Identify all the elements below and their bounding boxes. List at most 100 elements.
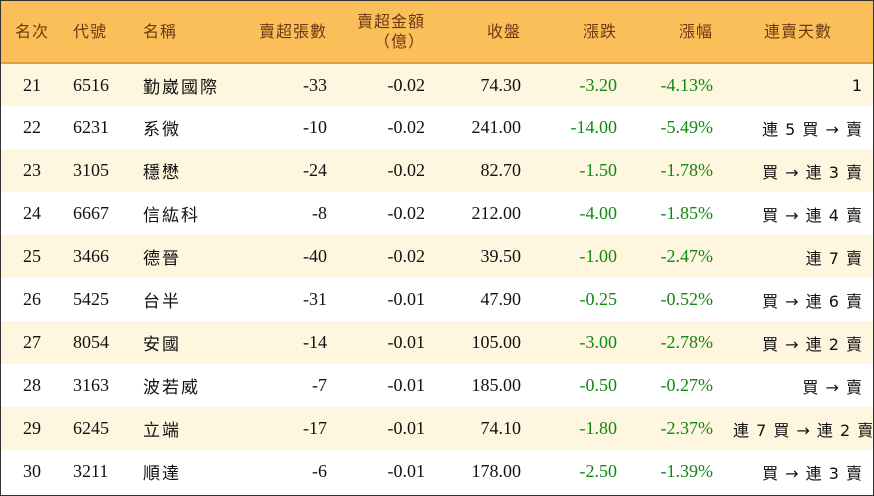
code-cell: 3466 <box>73 246 109 266</box>
sell-lots-cell: -10 <box>303 117 327 137</box>
close-cell: 82.70 <box>480 160 522 180</box>
close-cell: 74.10 <box>480 418 522 438</box>
sell-lots-cell: -17 <box>303 418 327 438</box>
pct-cell: -0.27% <box>660 375 714 395</box>
header-streak: 連賣天數 <box>723 1 873 64</box>
rank-cell: 28 <box>23 375 41 395</box>
sell-amount-cell: -0.01 <box>387 461 426 481</box>
rank-cell: 25 <box>23 246 41 266</box>
change-cell: -0.50 <box>579 375 618 395</box>
change-cell: -1.00 <box>579 246 618 266</box>
sell-amount-cell: -0.01 <box>387 418 426 438</box>
sell-amount-cell: -0.02 <box>387 246 426 266</box>
header-sell-amount: 賣超金額 （億） <box>337 1 435 64</box>
streak-cell: 買 → 賣 <box>802 377 863 397</box>
sell-lots-cell: -6 <box>312 461 327 481</box>
header-code: 代號 <box>63 1 133 64</box>
streak-cell: 買 → 連 3 賣 <box>762 162 863 182</box>
sell-lots-cell: -8 <box>312 203 327 223</box>
pct-cell: -5.49% <box>660 117 714 137</box>
name-cell: 德晉 <box>143 249 181 269</box>
rank-cell: 29 <box>23 418 41 438</box>
header-name: 名稱 <box>133 1 243 64</box>
table-row: 30 3211 順達 -6 -0.01 178.00 -2.50 -1.39% … <box>1 450 873 493</box>
streak-cell: 連 7 買 → 連 2 賣 <box>733 420 874 440</box>
sell-amount-cell: -0.01 <box>387 375 426 395</box>
name-cell: 立端 <box>143 421 181 441</box>
close-cell: 105.00 <box>471 332 522 352</box>
header-rank: 名次 <box>1 1 63 64</box>
sell-amount-cell: -0.01 <box>387 332 426 352</box>
rank-cell: 27 <box>23 332 41 352</box>
change-cell: -1.80 <box>579 418 618 438</box>
sell-amount-cell: -0.02 <box>387 117 426 137</box>
change-cell: -14.00 <box>570 117 618 137</box>
table-row: 23 3105 穩懋 -24 -0.02 82.70 -1.50 -1.78% … <box>1 149 873 192</box>
table-row: 26 5425 台半 -31 -0.01 47.90 -0.25 -0.52% … <box>1 278 873 321</box>
rank-cell: 30 <box>23 461 41 481</box>
pct-cell: -1.85% <box>660 203 714 223</box>
rank-cell: 21 <box>23 74 41 95</box>
pct-cell: -0.52% <box>660 289 714 309</box>
name-cell: 穩懋 <box>143 163 181 183</box>
streak-cell: 買 → 連 3 賣 <box>762 463 863 483</box>
streak-cell: 連 7 賣 <box>805 248 863 268</box>
change-cell: -0.25 <box>579 289 618 309</box>
close-cell: 185.00 <box>471 375 522 395</box>
name-cell: 安國 <box>143 335 181 355</box>
close-cell: 47.90 <box>480 289 522 309</box>
pct-cell: -4.13% <box>660 74 714 95</box>
streak-cell: 買 → 連 4 賣 <box>762 205 863 225</box>
change-cell: -1.50 <box>579 160 618 180</box>
sell-amount-cell: -0.02 <box>387 203 426 223</box>
header-pct: 漲幅 <box>627 1 723 64</box>
pct-cell: -1.78% <box>660 160 714 180</box>
table-row: 21 6516 勤崴國際 -33 -0.02 74.30 -3.20 -4.13… <box>1 63 873 106</box>
header-sell-lots: 賣超張數 <box>243 1 337 64</box>
table-row: 27 8054 安國 -14 -0.01 105.00 -3.00 -2.78%… <box>1 321 873 364</box>
pct-cell: -1.39% <box>660 461 714 481</box>
change-cell: -3.20 <box>579 74 618 95</box>
table-row: 29 6245 立端 -17 -0.01 74.10 -1.80 -2.37% … <box>1 407 873 450</box>
code-cell: 6231 <box>73 117 109 137</box>
change-cell: -3.00 <box>579 332 618 352</box>
close-cell: 241.00 <box>471 117 522 137</box>
code-cell: 5425 <box>73 289 109 309</box>
table-row: 24 6667 信紘科 -8 -0.02 212.00 -4.00 -1.85%… <box>1 192 873 235</box>
header-change: 漲跌 <box>531 1 627 64</box>
code-cell: 3211 <box>73 461 109 481</box>
name-cell: 台半 <box>143 292 181 312</box>
streak-cell: 買 → 連 6 賣 <box>762 291 863 311</box>
code-cell: 6667 <box>73 203 109 223</box>
rank-cell: 22 <box>23 117 41 137</box>
name-cell: 勤崴國際 <box>143 77 219 98</box>
pct-cell: -2.78% <box>660 332 714 352</box>
sell-lots-cell: -31 <box>303 289 327 309</box>
rank-cell: 26 <box>23 289 41 309</box>
name-cell: 信紘科 <box>143 206 200 226</box>
sell-lots-cell: -24 <box>303 160 327 180</box>
header-sell-amount-line1: 賣超金額 <box>356 11 425 31</box>
table-header-row: 名次 代號 名稱 賣超張數 賣超金額 （億） 收盤 漲跌 漲幅 連賣天數 <box>1 1 873 64</box>
sell-lots-cell: -7 <box>312 375 327 395</box>
code-cell: 3105 <box>73 160 109 180</box>
change-cell: -2.50 <box>579 461 618 481</box>
sell-lots-cell: -14 <box>303 332 327 352</box>
rank-cell: 23 <box>23 160 41 180</box>
name-cell: 波若威 <box>143 378 200 398</box>
close-cell: 212.00 <box>471 203 522 223</box>
close-cell: 178.00 <box>471 461 522 481</box>
header-sell-amount-line2: （億） <box>373 31 425 51</box>
code-cell: 6245 <box>73 418 109 438</box>
sell-lots-cell: -40 <box>303 246 327 266</box>
streak-cell: 買 → 連 2 賣 <box>762 334 863 354</box>
header-close: 收盤 <box>435 1 531 64</box>
table-row: 22 6231 系微 -10 -0.02 241.00 -14.00 -5.49… <box>1 106 873 149</box>
table-row: 28 3163 波若威 -7 -0.01 185.00 -0.50 -0.27%… <box>1 364 873 407</box>
pct-cell: -2.37% <box>660 418 714 438</box>
rank-cell: 24 <box>23 203 41 223</box>
sell-amount-cell: -0.02 <box>387 74 426 95</box>
change-cell: -4.00 <box>579 203 618 223</box>
